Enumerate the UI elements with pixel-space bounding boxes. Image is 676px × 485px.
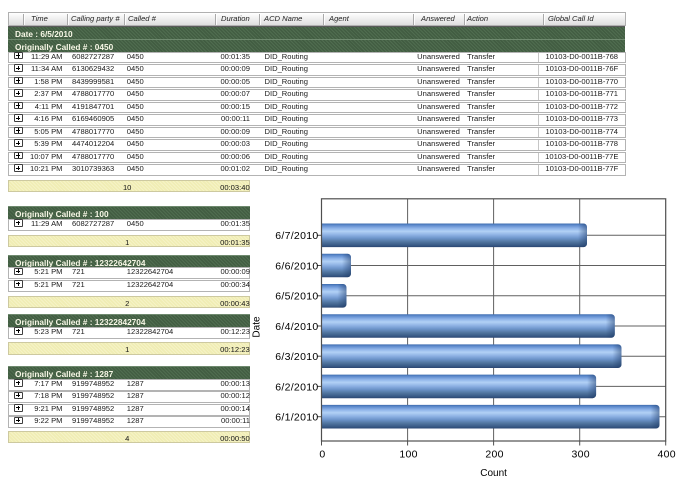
svg-text:6/7/2010: 6/7/2010 <box>275 230 318 242</box>
svg-text:0: 0 <box>319 449 325 461</box>
svg-text:Date: Date <box>252 316 263 338</box>
svg-text:100: 100 <box>399 449 417 461</box>
svg-text:200: 200 <box>485 449 503 461</box>
svg-text:6/3/2010: 6/3/2010 <box>275 351 318 363</box>
svg-text:400: 400 <box>657 449 675 461</box>
svg-text:6/4/2010: 6/4/2010 <box>275 321 318 333</box>
svg-text:Count: Count <box>480 468 507 479</box>
svg-text:6/2/2010: 6/2/2010 <box>275 381 318 393</box>
svg-text:300: 300 <box>571 449 589 461</box>
svg-text:6/6/2010: 6/6/2010 <box>275 260 318 272</box>
svg-text:6/5/2010: 6/5/2010 <box>275 291 318 303</box>
svg-text:6/1/2010: 6/1/2010 <box>275 412 318 424</box>
